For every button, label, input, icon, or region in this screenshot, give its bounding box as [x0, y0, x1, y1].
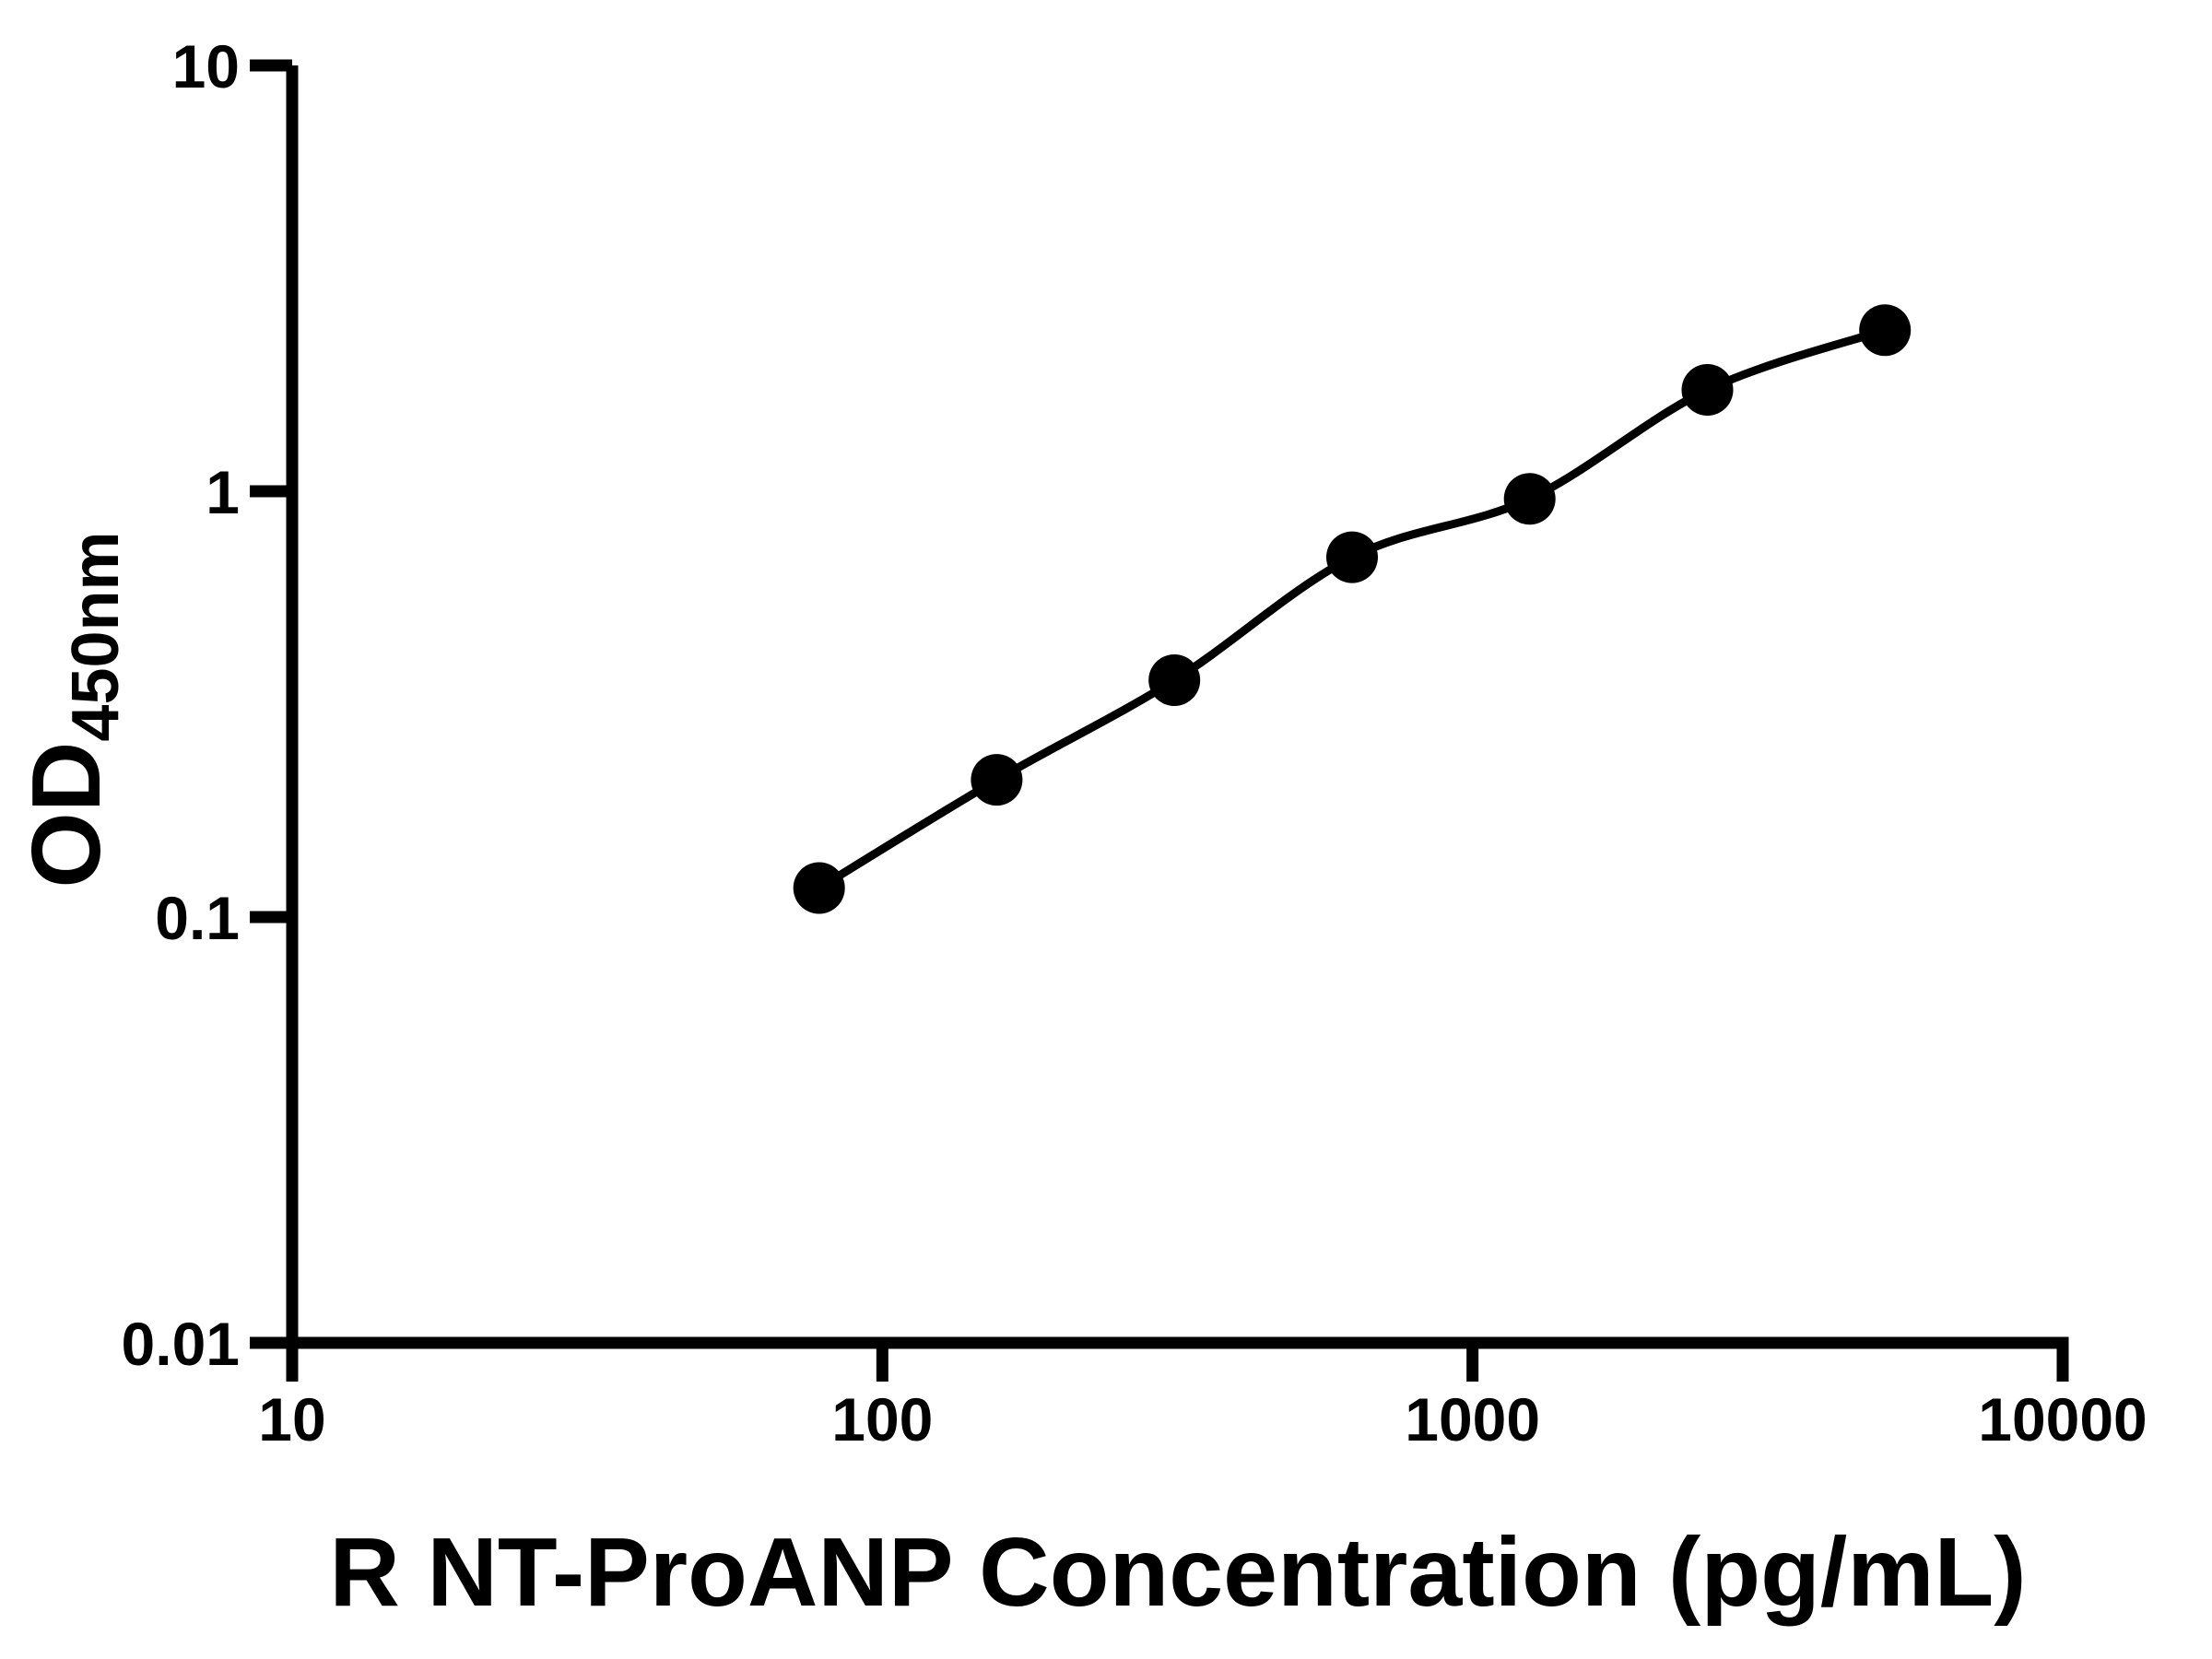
y-tick-label: 10 — [172, 32, 240, 100]
x-tick-label: 10 — [258, 1385, 325, 1453]
axes — [286, 65, 2069, 1382]
data-point — [971, 754, 1023, 806]
x-tick-label: 10000 — [1978, 1385, 2147, 1453]
data-points — [793, 304, 1912, 914]
x-axis-line — [292, 1336, 2069, 1382]
x-tick-label: 100 — [831, 1385, 933, 1453]
data-point — [1326, 531, 1378, 583]
x-axis-title: R NT-ProANP Concentration (pg/mL) — [329, 1518, 2026, 1627]
standard-curve-line — [817, 325, 1887, 892]
y-axis-title-main: OD — [12, 742, 121, 888]
x-tick-label: 1000 — [1405, 1385, 1540, 1453]
y-axis-title: OD450nm — [12, 531, 133, 888]
axis-tick-labels: 10 1 0.1 0.01 10 100 1000 10000 — [122, 32, 2147, 1453]
y-tick-label: 1 — [206, 458, 240, 526]
axis-ticks — [250, 59, 2069, 1382]
y-tick-label: 0.01 — [122, 1310, 240, 1378]
y-tick-label: 0.1 — [155, 884, 240, 952]
data-point — [793, 862, 845, 914]
y-axis-title-subscript: 450nm — [59, 531, 133, 741]
data-point — [1859, 304, 1912, 357]
data-point — [1503, 473, 1556, 525]
data-point — [1148, 654, 1201, 706]
data-point — [1681, 364, 1734, 416]
